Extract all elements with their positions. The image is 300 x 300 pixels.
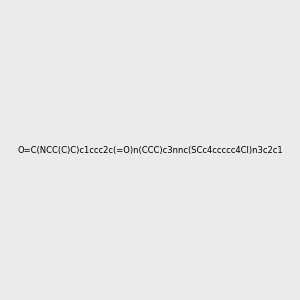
- Text: O=C(NCC(C)C)c1ccc2c(=O)n(CCC)c3nnc(SCc4ccccc4Cl)n3c2c1: O=C(NCC(C)C)c1ccc2c(=O)n(CCC)c3nnc(SCc4c…: [17, 146, 283, 154]
